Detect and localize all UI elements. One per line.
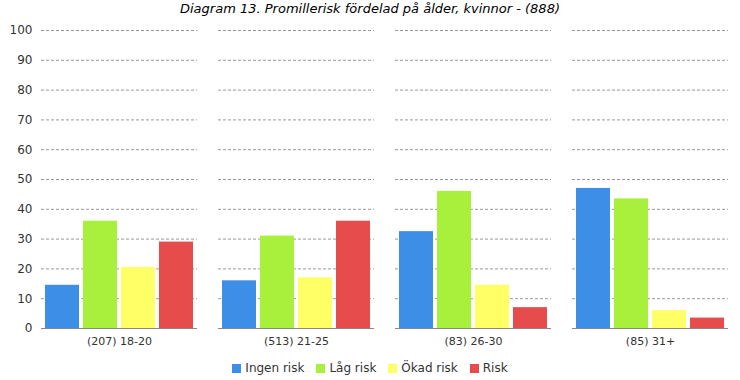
svg-text:20: 20 [17,262,32,276]
svg-text:(83) 26-30: (83) 26-30 [444,335,502,348]
html-text:Ingen risk: Ingen risk [245,361,305,375]
svg-text:40: 40 [17,202,32,216]
svg-text:10: 10 [17,292,32,306]
html-text:Ökad risk: Ökad risk [401,361,458,375]
svg-text:(207) 18-20: (207) 18-20 [87,335,152,348]
svg-text:60: 60 [17,143,32,157]
svg-text:70: 70 [17,113,32,127]
svg-text:0: 0 [25,321,33,335]
svg-text:50: 50 [17,172,32,186]
svg-text:80: 80 [17,83,32,97]
svg-text:100: 100 [10,23,33,37]
html-text:Diagram 13. Promillerisk förde: Diagram 13. Promillerisk fördelad på åld… [180,1,560,16]
svg-text:90: 90 [17,53,32,67]
html-text:Låg risk: Låg risk [329,361,377,375]
svg-text:(513) 21-25: (513) 21-25 [264,335,329,348]
svg-text:(85) 31+: (85) 31+ [626,335,675,348]
html-text:Risk: Risk [482,361,508,375]
svg-text:30: 30 [17,232,32,246]
